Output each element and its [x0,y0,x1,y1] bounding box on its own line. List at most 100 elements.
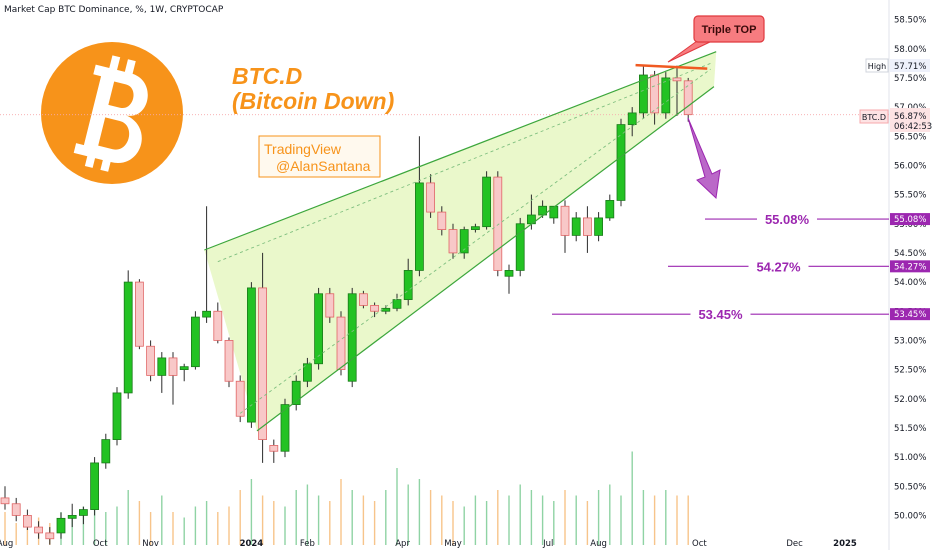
candle [258,252,268,463]
y-tick-label: 53.00% [894,336,926,346]
volume-bar [317,495,320,545]
candle-body [302,363,312,382]
volume-bar [418,479,421,545]
symbol-tag: BTC.D [862,113,886,122]
wedge-inner-lower-line[interactable] [239,68,711,414]
high-value: 57.71% [894,62,926,72]
volume-bar [161,495,163,545]
candle-body [549,205,559,219]
candle [493,171,503,277]
volume-bar [105,512,107,545]
x-tick-label: Nov [142,539,159,549]
candle-body [134,281,144,347]
watermark: TradingView @AlanSantana [258,135,381,178]
volume-bar [609,484,611,545]
target-label: 54.27% [756,259,801,274]
candle [448,223,458,259]
volume-bar [564,490,566,545]
candle [190,311,200,370]
candle [291,375,301,411]
target-axis-value: 54.27% [894,262,926,272]
target-label: 53.45% [698,307,743,322]
volume-bar [373,501,376,545]
triple-top-callout[interactable]: Triple TOP [667,15,765,63]
candle-body [179,366,189,370]
volume-bar [642,490,645,545]
candle [0,486,10,510]
candle-body [246,287,256,423]
volume-bar [362,495,365,545]
candle [146,340,156,382]
volume-bar [530,490,533,545]
candle [616,118,626,207]
candle-body [448,229,458,254]
volume-bar [553,501,555,545]
candle [583,206,592,253]
wedge-upper-line[interactable] [204,51,717,251]
volume-bar [519,484,521,545]
target-axis-badge [890,213,930,226]
target-label-bg [748,257,809,276]
y-tick-label: 56.00% [894,161,926,171]
wedge-inner-upper-line[interactable] [217,62,711,263]
candle-body [560,205,570,236]
candle-body [605,200,615,219]
candle-body [403,270,413,300]
x-tick-label: Aug [590,539,607,549]
volume-bar [429,490,432,545]
candle-body [347,293,357,382]
candle [627,107,637,137]
candle [79,506,88,525]
wedge-lower-line[interactable] [256,86,715,432]
volume-bar [396,468,398,545]
volume-bar [127,490,129,545]
volume-bar [676,495,678,545]
chart-title: Market Cap BTC Dominance, %, 1W, CRYPTOC… [4,5,224,15]
volume-bar [407,484,409,545]
volume-bar [497,490,499,545]
resistance-line[interactable] [635,63,708,70]
candle-body [112,392,122,440]
candle [302,357,312,388]
y-tick-label: 51.50% [894,424,926,434]
candle-body [123,281,133,394]
volume-bar [172,512,174,545]
candle-body [650,74,659,114]
candle [370,302,380,318]
candle [11,497,21,522]
candle [269,439,279,463]
candle-body [269,445,279,452]
last-price-label: BTC.D 56.87% 06:42:53 [859,108,932,132]
candle-body [157,357,167,376]
candle-body [146,345,156,376]
volume-bar [4,512,6,545]
target-label: 55.08% [765,212,810,227]
volume-bar [205,501,208,545]
volume-bar [93,501,96,545]
x-tick-label: Dec [786,539,803,549]
volume-bar [474,495,477,545]
candle [560,200,570,253]
volume-bar [687,495,689,545]
candle [235,375,245,423]
overlay-lines[interactable] [204,51,717,432]
annotation-heading-line1: BTC.D [232,63,302,89]
x-tick-label: Oct [93,539,108,549]
volume-bar [217,512,219,545]
volume-bar [116,506,118,545]
candle [504,264,514,294]
candle [549,205,559,224]
candle-body [224,340,234,382]
y-tick-label: 52.00% [894,395,926,405]
volume-bar [463,506,465,545]
candle [168,352,178,405]
y-tick-label: 51.00% [894,453,926,463]
candle-body [90,462,99,510]
candle-body [79,509,88,516]
y-tick-label: 50.50% [894,482,926,492]
candle [202,206,212,323]
candle-body [56,517,66,534]
candle [594,212,603,242]
target-lines[interactable]: 55.08% 55.08% 54.27% 54.27% 53.45% 53.45% [552,210,930,324]
